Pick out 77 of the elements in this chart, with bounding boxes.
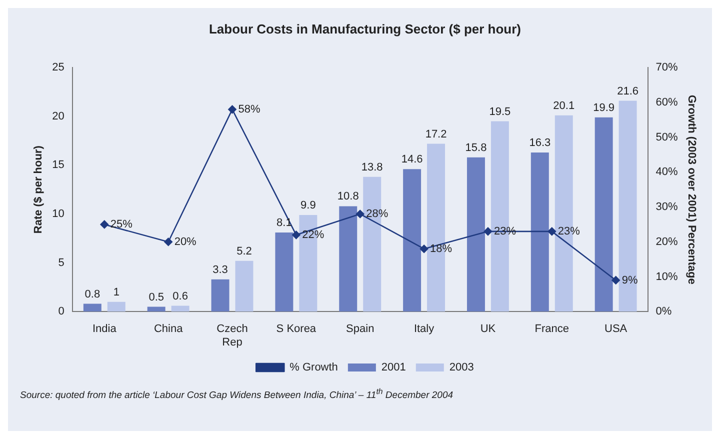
y2-tick-label: 10% <box>656 270 678 283</box>
x-tick-label: UK <box>480 323 496 336</box>
point <box>228 105 236 114</box>
data-label: 22% <box>302 228 324 241</box>
y2-tick-label: 60% <box>656 96 678 108</box>
bar <box>530 152 549 312</box>
bar <box>275 232 294 312</box>
y2-tick-label: 20% <box>656 236 678 248</box>
data-label: 19.5 <box>489 106 511 118</box>
bar <box>211 279 230 312</box>
point <box>164 238 172 246</box>
data-label: 58% <box>238 103 260 116</box>
source-note: Source: quoted from the article ‘Labour Cost Gap Widens Between India, China’ – 11$^{th}$ December 2004 <box>19 386 454 402</box>
data-label: 19.9 <box>593 102 615 114</box>
data-label: 23% <box>558 225 580 238</box>
bar <box>339 206 358 312</box>
data-label: 18% <box>430 242 452 255</box>
data-label: 14.6 <box>401 154 423 166</box>
y2-tick-label: 0% <box>656 306 672 318</box>
bar <box>83 304 102 312</box>
x-tick-label: India <box>92 323 118 336</box>
x-tick-label: Italy <box>414 323 435 336</box>
data-label: 1 <box>113 286 120 298</box>
bar <box>107 302 126 312</box>
y2-tick-label: 40% <box>656 166 678 178</box>
y-axis-title: Rate ($ per hour) <box>32 145 45 234</box>
bar <box>594 117 613 312</box>
bar <box>235 260 254 312</box>
point <box>100 220 109 229</box>
data-label: 0.6 <box>172 290 188 302</box>
y-tick-label: 0 <box>58 306 64 318</box>
y-tick-label: 15 <box>52 159 64 172</box>
data-label: 9% <box>622 274 638 286</box>
bar <box>466 157 485 312</box>
data-label: 13.8 <box>361 161 383 174</box>
point <box>420 244 428 254</box>
y2-tick-label: 50% <box>656 131 678 144</box>
data-label: 21.6 <box>617 85 639 98</box>
x-tick-label: Spain <box>346 323 374 336</box>
data-label: 20.1 <box>553 100 575 112</box>
x-tick-label: S Korea <box>276 323 317 336</box>
data-label: 0.5 <box>148 291 164 304</box>
y2-axis-title: Growth (2003 over 2001) Percentage <box>685 94 698 284</box>
y2-tick-label: 70% <box>656 62 678 74</box>
data-label: 3.3 <box>212 264 228 276</box>
point <box>356 210 364 218</box>
data-label: 20% <box>174 236 197 248</box>
bar <box>147 306 166 312</box>
point <box>484 227 492 236</box>
legend-label: 2003 <box>449 362 474 374</box>
y-tick-label: 20 <box>52 110 64 122</box>
bar <box>403 169 422 312</box>
data-label: 25% <box>110 218 133 230</box>
data-label: 5.2 <box>236 245 252 258</box>
data-label: 9.9 <box>300 200 316 212</box>
y-tick-label: 25 <box>52 62 64 74</box>
point <box>292 230 300 240</box>
bar <box>618 100 637 312</box>
y-tick-label: 10 <box>52 208 64 220</box>
x-tick-label: China <box>154 323 184 336</box>
y2-tick-label: 30% <box>656 201 678 214</box>
data-label: 16.3 <box>529 137 551 150</box>
data-label: 0.8 <box>84 288 100 300</box>
data-label: 15.8 <box>465 142 487 154</box>
bar <box>171 306 190 312</box>
point <box>612 276 620 284</box>
x-tick-label: USA <box>604 323 628 336</box>
chart-title: Labour Costs in Manufacturing Sector ($ per hour) <box>208 21 522 36</box>
legend-label: % Growth <box>290 362 338 374</box>
data-label: 28% <box>366 208 388 220</box>
data-label: 17.2 <box>425 128 447 140</box>
x-tick-label: France <box>534 323 570 336</box>
point <box>548 227 556 236</box>
y-tick-label: 5 <box>58 256 64 269</box>
data-label: 10.8 <box>337 190 359 203</box>
x-tick-label: Czech Rep <box>216 323 248 348</box>
legend-label: 2001 <box>381 362 406 374</box>
